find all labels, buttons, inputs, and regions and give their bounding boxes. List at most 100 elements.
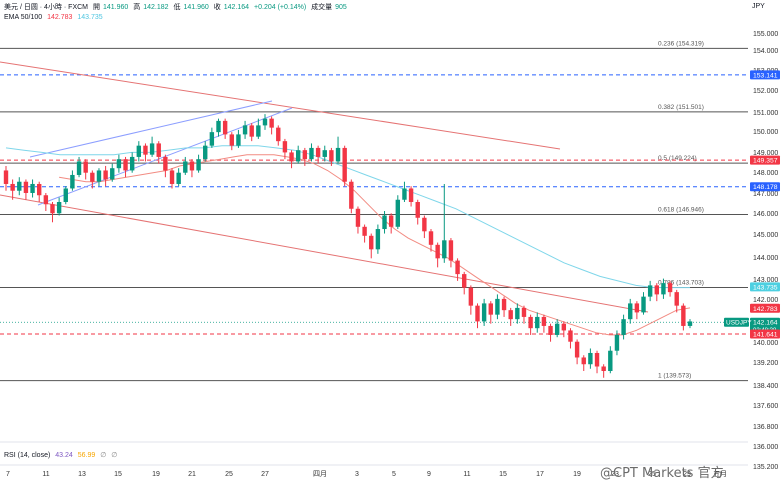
candle-body <box>249 125 254 137</box>
candle-body <box>541 316 547 326</box>
candle-body <box>535 316 540 329</box>
y-tick-label: 145.000 <box>753 232 778 239</box>
candle-body <box>422 217 427 232</box>
ema-legend[interactable]: EMA 50/100 142.783 143.735 <box>4 13 106 22</box>
candle-body <box>628 303 633 320</box>
candle-body <box>495 298 500 315</box>
candle-body <box>515 307 520 320</box>
high-label: 高 <box>133 4 141 11</box>
candle-body <box>76 161 82 175</box>
ema50-value: 142.783 <box>47 14 73 21</box>
price-tag <box>750 303 780 313</box>
candle-body <box>96 170 102 182</box>
candle-body <box>462 274 467 288</box>
candle-body <box>90 172 95 182</box>
candle-body <box>163 156 168 171</box>
candle-body <box>475 305 480 322</box>
fib-label: 0.382 (151.501) <box>658 104 704 111</box>
candle-body <box>63 188 68 202</box>
candle-body <box>687 321 693 326</box>
candle-body <box>282 141 288 153</box>
y-tick-label: 136.800 <box>753 424 778 431</box>
ema-lines <box>5 145 691 336</box>
candle-body <box>614 334 620 351</box>
candle-body <box>10 183 15 191</box>
candle-body <box>123 159 128 171</box>
candle-body <box>355 208 361 227</box>
candle-body <box>408 188 414 202</box>
candle-body <box>156 143 161 157</box>
rsi-legend[interactable]: RSI (14, close) 43.24 56.99 ∅ ∅ <box>4 451 120 460</box>
price-tag-text: 142.164 <box>753 320 778 327</box>
x-tick-label: 15 <box>114 471 122 478</box>
x-tick-label: 19 <box>573 471 581 478</box>
candle-body <box>56 202 62 214</box>
candle-body <box>309 147 314 160</box>
price-tag-text: 153.141 <box>753 72 778 79</box>
symbol-title[interactable]: 美元 / 日圆 · 4小時 · FXCM <box>4 4 88 11</box>
close-label: 收 <box>213 4 221 11</box>
candle-body <box>83 161 88 173</box>
price-tag <box>750 182 780 192</box>
candle-body <box>23 181 29 193</box>
y-tick-label: 139.200 <box>753 360 778 367</box>
candle-body <box>488 303 493 315</box>
candle-body <box>216 120 221 133</box>
candle-body <box>402 188 407 200</box>
candle-body <box>256 125 261 137</box>
x-tick-label: 25 <box>648 471 656 478</box>
x-tick-label: 13 <box>78 471 86 478</box>
candle-body <box>448 240 454 261</box>
y-tick-label: 148.000 <box>753 170 778 177</box>
candle-body <box>435 244 440 259</box>
x-tick-label: 五月 <box>713 470 727 478</box>
candle-body <box>661 283 666 295</box>
candle-body <box>455 260 460 275</box>
candle-body <box>362 226 367 236</box>
ema-label: EMA 50/100 <box>4 14 43 21</box>
candle-body <box>349 181 354 209</box>
candle-body <box>103 170 108 180</box>
candle-body <box>654 285 659 295</box>
candle-body <box>667 283 673 293</box>
fib-label: 0.786 (143.703) <box>658 280 704 287</box>
candle-body <box>3 170 9 184</box>
candle-body <box>568 330 573 342</box>
x-tick-label: 19 <box>152 471 160 478</box>
rsi-value-2: 56.99 <box>77 452 96 459</box>
candle-body <box>528 316 533 329</box>
change-value: +0.204 (+0.14%) <box>254 4 307 11</box>
candle-body <box>276 127 281 142</box>
candle-body <box>269 118 274 128</box>
open-label: 開 <box>92 4 100 11</box>
open-value: 141.960 <box>102 4 129 11</box>
candle-body <box>149 143 155 155</box>
price-tag-text: 141.641 <box>753 332 778 339</box>
candle-body <box>501 298 507 311</box>
fib-label: 0.236 (154.319) <box>658 40 704 47</box>
candle-body <box>574 341 580 358</box>
rsi-value-1: 43.24 <box>55 452 73 459</box>
symbol-tag-text: USDJPY <box>726 320 752 327</box>
candle-body <box>428 231 434 245</box>
volume-value: 905 <box>335 4 347 11</box>
trend-line-upper <box>0 61 561 150</box>
x-tick-label: 四月 <box>313 470 327 478</box>
candle-body <box>236 134 241 146</box>
candle-body <box>342 147 347 182</box>
ema100-value: 143.735 <box>77 14 103 21</box>
candle-body <box>262 118 268 126</box>
price-tag <box>750 282 780 292</box>
price-tag-text: 149.357 <box>753 158 778 165</box>
candle-body <box>588 352 593 365</box>
price-tag-text: 148.178 <box>753 184 778 191</box>
candle-body <box>30 183 35 193</box>
fib-label: 0.5 (149.224) <box>658 155 697 162</box>
price-tag <box>750 329 780 339</box>
x-tick-label: 29 <box>683 471 691 478</box>
candle-body <box>322 150 327 157</box>
y-tick-label: 151.000 <box>753 110 778 117</box>
x-tick-label: 27 <box>261 471 269 478</box>
candle-body <box>183 161 188 173</box>
